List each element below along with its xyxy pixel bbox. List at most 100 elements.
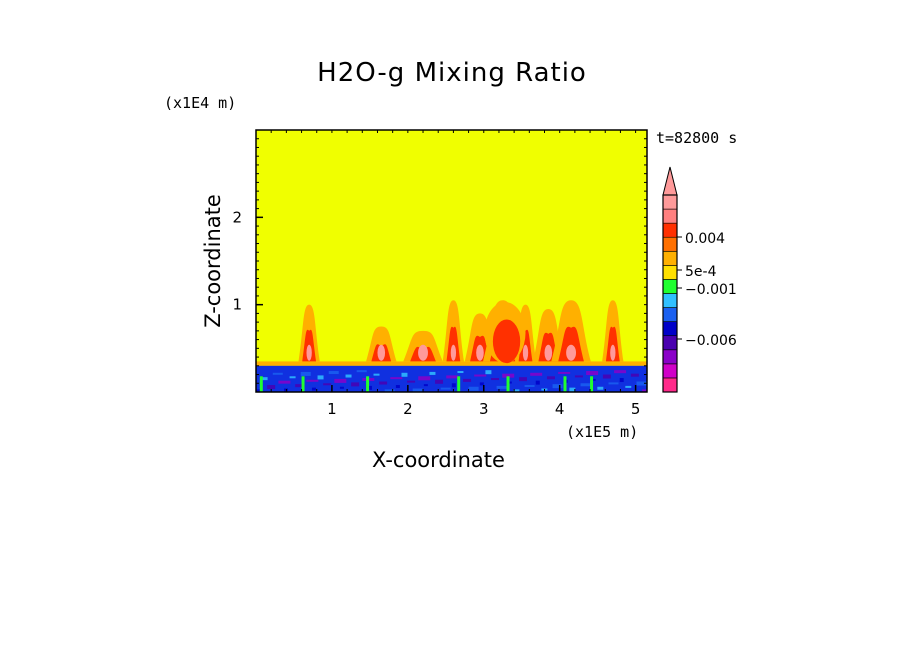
- time-label: t=82800 s: [656, 129, 738, 147]
- moist-streak: [366, 376, 370, 392]
- surface-texture: [524, 385, 535, 388]
- x-tick-label: 3: [479, 400, 489, 418]
- colorbar-segment: [662, 349, 678, 365]
- boundary-band: [256, 361, 647, 366]
- colorbar-label: 5e-4: [685, 264, 717, 280]
- surface-texture: [546, 376, 555, 380]
- x-tick-label: 4: [555, 400, 565, 418]
- surface-texture: [295, 384, 304, 388]
- colorbar-segment: [662, 222, 678, 238]
- surface-texture: [507, 381, 512, 384]
- colorbar-segment: [662, 363, 678, 379]
- surface-texture: [457, 371, 464, 374]
- plume-core: [492, 319, 521, 364]
- plume-center: [544, 344, 553, 361]
- surface-texture: [423, 384, 428, 387]
- surface-texture: [518, 377, 527, 382]
- surface-texture: [485, 370, 492, 375]
- surface-texture: [530, 372, 543, 376]
- y-tick-label: 2: [232, 208, 242, 226]
- surface-texture: [300, 371, 311, 376]
- moist-streak: [457, 376, 461, 392]
- colorbar-segment: [662, 236, 678, 252]
- moist-streak: [301, 376, 305, 392]
- surface-texture: [289, 376, 296, 379]
- surface-texture: [468, 386, 479, 391]
- x-scale-label: (x1E5 m): [566, 423, 639, 441]
- chart-title: H2O-g Mixing Ratio: [317, 58, 587, 88]
- moist-streak: [563, 376, 567, 392]
- surface-texture: [597, 386, 604, 390]
- surface-texture: [642, 389, 647, 392]
- colorbar-segment: [662, 250, 678, 266]
- surface-texture: [558, 371, 571, 374]
- plume-center: [610, 344, 616, 361]
- surface-texture: [356, 370, 367, 373]
- surface-texture: [384, 389, 395, 392]
- plume-center: [566, 344, 577, 361]
- y-tick-label: 1: [232, 296, 242, 314]
- surface-texture: [479, 382, 484, 386]
- surface-texture: [261, 377, 268, 381]
- colorbar-segment: [662, 293, 678, 308]
- surface-texture: [339, 386, 344, 389]
- plume-center: [418, 344, 428, 361]
- surface-texture: [306, 379, 319, 382]
- surface-texture: [272, 372, 283, 375]
- plume-core: [446, 326, 461, 362]
- colorbar-segment: [662, 208, 678, 224]
- surface-texture: [412, 388, 423, 392]
- surface-texture: [602, 374, 611, 379]
- moist-streak: [259, 376, 263, 392]
- plume-outer: [366, 326, 397, 362]
- surface-texture: [328, 371, 339, 375]
- surface-texture: [345, 374, 352, 378]
- surface-texture: [608, 382, 619, 385]
- moist-streak: [506, 376, 510, 392]
- plume-center: [377, 344, 386, 361]
- surface-texture: [267, 385, 276, 390]
- surface-texture: [395, 385, 400, 389]
- surface-texture: [614, 370, 627, 374]
- x-tick-label: 2: [403, 400, 413, 418]
- plume-center: [450, 344, 457, 361]
- surface-texture: [502, 373, 515, 378]
- surface-texture: [619, 378, 624, 383]
- surface-texture: [401, 372, 408, 377]
- surface-texture: [535, 380, 540, 385]
- colorbar-segment: [662, 265, 678, 280]
- surface-texture: [311, 387, 316, 391]
- x-axis-label: X-coordinate: [372, 448, 505, 472]
- surface-texture: [496, 385, 507, 389]
- surface-texture: [574, 375, 583, 378]
- colorbar-label: 0.004: [685, 231, 725, 247]
- plume-core: [558, 326, 584, 362]
- moist-streak: [590, 376, 594, 392]
- plume-core: [605, 326, 620, 362]
- z-scale-label: (x1E4 m): [164, 94, 237, 112]
- surface-texture: [440, 387, 451, 390]
- plume-center: [306, 344, 312, 361]
- surface-texture: [323, 383, 332, 386]
- surface-texture: [278, 380, 291, 384]
- surface-texture: [373, 373, 380, 376]
- surface-texture: [435, 379, 444, 384]
- surface-texture: [451, 383, 456, 388]
- colorbar-segment: [662, 307, 678, 322]
- surface-texture: [367, 385, 372, 390]
- surface-texture: [379, 381, 388, 385]
- surface-texture: [586, 371, 599, 376]
- surface-texture: [591, 378, 596, 381]
- surface-texture: [491, 378, 500, 381]
- surface-texture: [474, 374, 487, 377]
- colorbar-segment: [662, 335, 678, 351]
- surface-texture: [334, 378, 347, 383]
- surface-texture: [446, 375, 459, 379]
- colorbar-segment: [662, 194, 678, 210]
- surface-texture: [429, 371, 436, 375]
- surface-texture: [513, 389, 520, 392]
- surface-texture: [256, 389, 260, 392]
- colorbar-frame: [662, 194, 678, 393]
- surface-texture: [636, 381, 647, 386]
